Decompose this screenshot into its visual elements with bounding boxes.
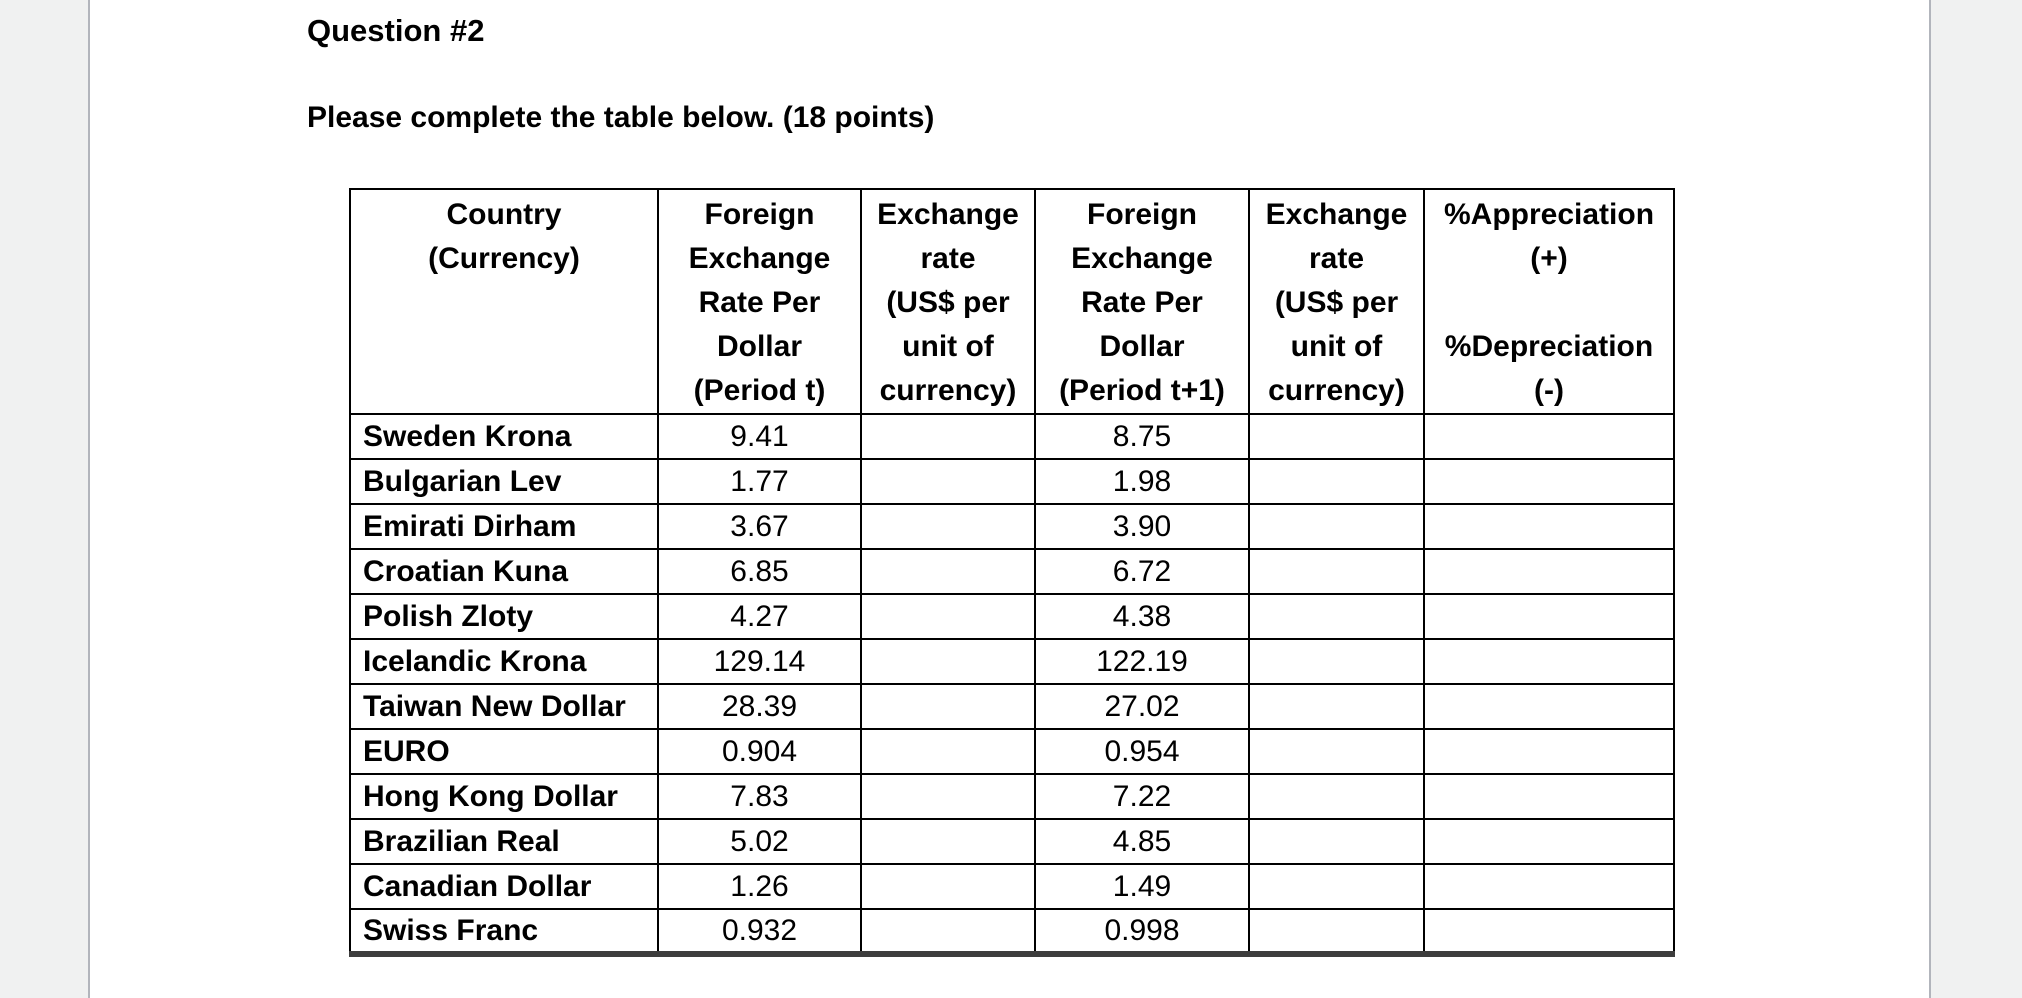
country-cell: Canadian Dollar (349, 863, 659, 910)
rate-period-t-cell: 1.26 (657, 863, 862, 910)
exchange-rate-t-answer-cell[interactable] (860, 503, 1036, 550)
rate-period-t-cell: 1.77 (657, 458, 862, 505)
exchange-rate-t1-answer-cell[interactable] (1248, 458, 1425, 505)
table-row: Icelandic Krona 129.14 122.19 (349, 638, 1675, 685)
page-left-margin (0, 0, 90, 998)
rate-period-t1-cell: 1.98 (1034, 458, 1250, 505)
exchange-rate-t-answer-cell[interactable] (860, 863, 1036, 910)
country-cell: EURO (349, 728, 659, 775)
country-cell: Emirati Dirham (349, 503, 659, 550)
exchange-rate-t1-answer-cell[interactable] (1248, 773, 1425, 820)
rate-period-t1-cell: 27.02 (1034, 683, 1250, 730)
country-cell: Sweden Krona (349, 413, 659, 460)
rate-period-t-cell: 5.02 (657, 818, 862, 865)
country-cell: Icelandic Krona (349, 638, 659, 685)
page-right-margin (1929, 0, 2022, 998)
exchange-rate-table: Country (Currency) Foreign Exchange Rate… (349, 188, 1675, 957)
table-row: Emirati Dirham 3.67 3.90 (349, 503, 1675, 550)
appreciation-depreciation-answer-cell[interactable] (1423, 638, 1675, 685)
rate-period-t1-cell: 8.75 (1034, 413, 1250, 460)
table-row: Polish Zloty 4.27 4.38 (349, 593, 1675, 640)
rate-period-t1-cell: 7.22 (1034, 773, 1250, 820)
exchange-rate-t-answer-cell[interactable] (860, 458, 1036, 505)
table-row: EURO 0.904 0.954 (349, 728, 1675, 775)
appreciation-depreciation-answer-cell[interactable] (1423, 593, 1675, 640)
exchange-rate-t-answer-cell[interactable] (860, 593, 1036, 640)
rate-period-t-cell: 0.932 (657, 908, 862, 955)
exchange-rate-t-answer-cell[interactable] (860, 728, 1036, 775)
appreciation-depreciation-answer-cell[interactable] (1423, 908, 1675, 955)
appreciation-depreciation-answer-cell[interactable] (1423, 458, 1675, 505)
exchange-rate-t-answer-cell[interactable] (860, 683, 1036, 730)
column-header-country: Country (Currency) (349, 188, 659, 415)
appreciation-depreciation-answer-cell[interactable] (1423, 728, 1675, 775)
instruction-text: Please complete the table below. (18 poi… (307, 101, 935, 134)
rate-period-t1-cell: 122.19 (1034, 638, 1250, 685)
rate-period-t-cell: 6.85 (657, 548, 862, 595)
exchange-rate-t1-answer-cell[interactable] (1248, 818, 1425, 865)
appreciation-depreciation-answer-cell[interactable] (1423, 503, 1675, 550)
column-header-exchange-rate-t: Exchange rate (US$ per unit of currency) (860, 188, 1036, 415)
exchange-rate-t-answer-cell[interactable] (860, 773, 1036, 820)
table-row: Taiwan New Dollar 28.39 27.02 (349, 683, 1675, 730)
question-title: Question #2 (307, 13, 485, 48)
exchange-rate-t1-answer-cell[interactable] (1248, 638, 1425, 685)
rate-period-t1-cell: 1.49 (1034, 863, 1250, 910)
exchange-rate-t-answer-cell[interactable] (860, 413, 1036, 460)
appreciation-depreciation-answer-cell[interactable] (1423, 413, 1675, 460)
rate-period-t-cell: 28.39 (657, 683, 862, 730)
exchange-rate-t-answer-cell[interactable] (860, 638, 1036, 685)
table-header: Country (Currency) Foreign Exchange Rate… (349, 188, 1675, 415)
country-cell: Swiss Franc (349, 908, 659, 955)
exchange-rate-t-answer-cell[interactable] (860, 548, 1036, 595)
country-cell: Polish Zloty (349, 593, 659, 640)
rate-period-t1-cell: 4.38 (1034, 593, 1250, 640)
table-row: Bulgarian Lev 1.77 1.98 (349, 458, 1675, 505)
table-row: Brazilian Real 5.02 4.85 (349, 818, 1675, 865)
exchange-rate-t1-answer-cell[interactable] (1248, 593, 1425, 640)
exchange-rate-t1-answer-cell[interactable] (1248, 863, 1425, 910)
rate-period-t1-cell: 0.954 (1034, 728, 1250, 775)
table-row: Croatian Kuna 6.85 6.72 (349, 548, 1675, 595)
exchange-rate-t1-answer-cell[interactable] (1248, 413, 1425, 460)
rate-period-t1-cell: 0.998 (1034, 908, 1250, 955)
exchange-rate-t-answer-cell[interactable] (860, 818, 1036, 865)
appreciation-depreciation-answer-cell[interactable] (1423, 683, 1675, 730)
exchange-rate-t-answer-cell[interactable] (860, 908, 1036, 955)
rate-period-t-cell: 129.14 (657, 638, 862, 685)
exchange-rate-t1-answer-cell[interactable] (1248, 683, 1425, 730)
table-body: Sweden Krona 9.41 8.75 Bulgarian Lev 1.77 1.9… (349, 413, 1675, 955)
table-row: Canadian Dollar 1.26 1.49 (349, 863, 1675, 910)
country-cell: Croatian Kuna (349, 548, 659, 595)
rate-period-t-cell: 7.83 (657, 773, 862, 820)
country-cell: Hong Kong Dollar (349, 773, 659, 820)
table-row: Hong Kong Dollar 7.83 7.22 (349, 773, 1675, 820)
rate-period-t-cell: 0.904 (657, 728, 862, 775)
exchange-rate-t1-answer-cell[interactable] (1248, 548, 1425, 595)
header-row: Country (Currency) Foreign Exchange Rate… (349, 188, 1675, 415)
rate-period-t-cell: 4.27 (657, 593, 862, 640)
rate-period-t1-cell: 3.90 (1034, 503, 1250, 550)
rate-period-t-cell: 3.67 (657, 503, 862, 550)
rate-period-t-cell: 9.41 (657, 413, 862, 460)
exchange-rate-t1-answer-cell[interactable] (1248, 908, 1425, 955)
rate-period-t1-cell: 6.72 (1034, 548, 1250, 595)
country-cell: Taiwan New Dollar (349, 683, 659, 730)
column-header-rate-period-t1: Foreign Exchange Rate Per Dollar (Period… (1034, 188, 1250, 415)
column-header-appreciation-depreciation: %Appreciation (+) %Depreciation (-) (1423, 188, 1675, 415)
appreciation-depreciation-answer-cell[interactable] (1423, 773, 1675, 820)
rate-period-t1-cell: 4.85 (1034, 818, 1250, 865)
table-row: Sweden Krona 9.41 8.75 (349, 413, 1675, 460)
exchange-rate-t1-answer-cell[interactable] (1248, 728, 1425, 775)
country-cell: Bulgarian Lev (349, 458, 659, 505)
exchange-rate-t1-answer-cell[interactable] (1248, 503, 1425, 550)
appreciation-depreciation-answer-cell[interactable] (1423, 863, 1675, 910)
country-cell: Brazilian Real (349, 818, 659, 865)
appreciation-depreciation-answer-cell[interactable] (1423, 548, 1675, 595)
column-header-exchange-rate-t1: Exchange rate (US$ per unit of currency) (1248, 188, 1425, 415)
table-row: Swiss Franc 0.932 0.998 (349, 908, 1675, 955)
appreciation-depreciation-answer-cell[interactable] (1423, 818, 1675, 865)
column-header-rate-period-t: Foreign Exchange Rate Per Dollar (Period… (657, 188, 862, 415)
